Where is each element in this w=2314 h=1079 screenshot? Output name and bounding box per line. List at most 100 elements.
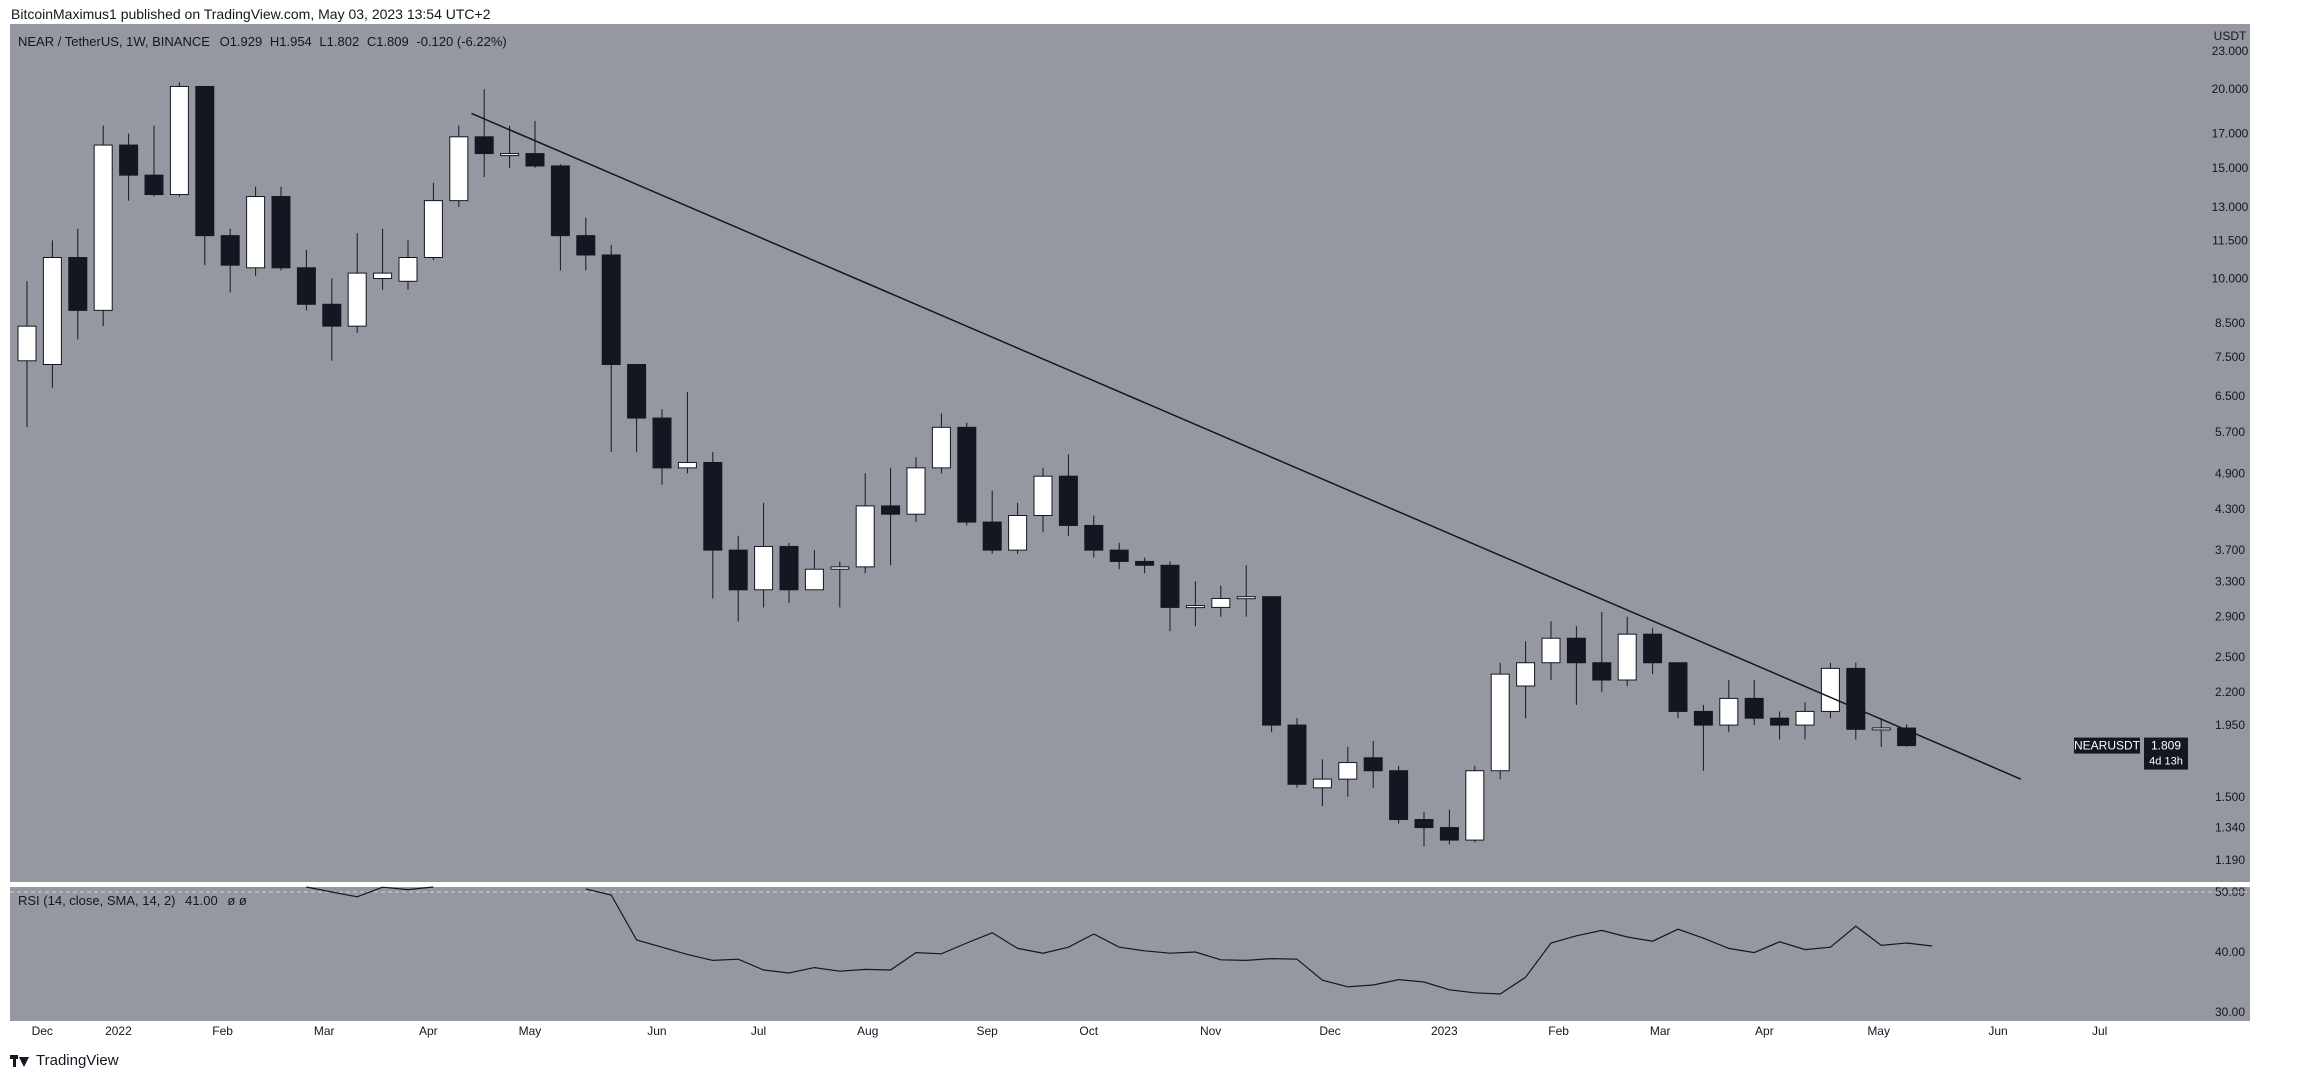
candle-body[interactable] — [1617, 633, 1637, 681]
candle-body[interactable] — [525, 153, 545, 167]
time-tick-label: Jun — [647, 1024, 666, 1038]
candle-body[interactable] — [347, 272, 367, 327]
candle-body[interactable] — [296, 267, 316, 305]
legend-close-label: C — [366, 34, 377, 49]
candle-body[interactable] — [1262, 596, 1282, 726]
candle-body[interactable] — [271, 196, 291, 269]
candle-body[interactable] — [1058, 475, 1078, 526]
candle-body[interactable] — [957, 426, 977, 523]
candle-body[interactable] — [93, 144, 113, 311]
candle-body[interactable] — [1693, 710, 1713, 726]
candle-body[interactable] — [1439, 827, 1459, 841]
candle-body[interactable] — [144, 174, 164, 196]
candle-body[interactable] — [474, 136, 494, 155]
candle-body[interactable] — [1719, 697, 1739, 726]
candle-body[interactable] — [423, 200, 443, 259]
candle-body[interactable] — [931, 426, 951, 469]
candle-body[interactable] — [1084, 524, 1104, 551]
candle-body[interactable] — [42, 257, 62, 365]
price-badge-countdown: 4d 13h — [2149, 756, 2183, 768]
price-tick-label: 17.000 — [2212, 127, 2249, 141]
candle-body[interactable] — [1236, 596, 1256, 600]
candle-body[interactable] — [1795, 710, 1815, 726]
candle-body[interactable] — [1516, 662, 1536, 687]
price-tick-label: 4.900 — [2215, 466, 2245, 480]
candle-body[interactable] — [1592, 662, 1612, 681]
candle-body[interactable] — [728, 549, 748, 591]
candle-body[interactable] — [830, 566, 850, 570]
candle-body[interactable] — [779, 545, 799, 591]
candle-body[interactable] — [1211, 597, 1231, 608]
legend-high: 1.954 — [279, 34, 312, 49]
chart-frame[interactable]: USDT 23.000 20.000 17.000 15.000 13.000 11.500… — [10, 24, 2250, 1041]
candle-body[interactable] — [246, 196, 266, 269]
candle-body[interactable] — [1465, 770, 1485, 841]
descending-trendline[interactable] — [471, 112, 2022, 780]
candle-body[interactable] — [1414, 819, 1434, 829]
candle-body[interactable] — [449, 136, 469, 202]
candle-body[interactable] — [119, 144, 139, 176]
price-tick-label: 11.500 — [2212, 233, 2248, 247]
candle-body[interactable] — [906, 467, 926, 515]
published-by: BitcoinMaximus1 published on TradingView… — [11, 6, 491, 22]
candle-body[interactable] — [195, 85, 215, 237]
candle-body[interactable] — [1363, 757, 1383, 772]
time-tick-label: 2023 — [1431, 1024, 1458, 1038]
rsi-pane[interactable] — [10, 887, 2250, 1021]
candle-body[interactable] — [322, 303, 342, 327]
candle-body[interactable] — [1541, 637, 1561, 664]
candle-body[interactable] — [576, 235, 596, 256]
candle-body[interactable] — [220, 235, 240, 266]
candle-body[interactable] — [982, 521, 1002, 551]
candle-body[interactable] — [169, 85, 189, 196]
candle-body[interactable] — [1566, 637, 1586, 664]
candle-body[interactable] — [1135, 560, 1155, 566]
rsi-tick-label: 30.00 — [2215, 1005, 2245, 1019]
candle-body[interactable] — [677, 461, 697, 469]
candle-body[interactable] — [1744, 697, 1764, 719]
tradingview-logo[interactable]: TradingView — [10, 1052, 119, 1069]
candle-body[interactable] — [1643, 633, 1663, 664]
candle-body[interactable] — [1287, 724, 1307, 785]
time-tick-label: May — [519, 1024, 542, 1038]
candle-body[interactable] — [627, 363, 647, 419]
candle-body[interactable] — [1008, 514, 1028, 551]
price-pane[interactable] — [10, 24, 2250, 882]
candle-body[interactable] — [1668, 662, 1688, 712]
candle-body[interactable] — [1389, 770, 1409, 821]
price-tick-label: 23.000 — [2212, 44, 2249, 58]
candle-body[interactable] — [1490, 673, 1510, 772]
rsi-legend-value: 41.00 — [185, 893, 218, 908]
candle-body[interactable] — [1160, 564, 1180, 608]
candle-body[interactable] — [881, 505, 901, 515]
candle-body[interactable] — [754, 545, 774, 591]
rsi-legend-extra: ø ø — [227, 893, 247, 908]
candle-body[interactable] — [550, 165, 570, 237]
candle-body[interactable] — [500, 153, 520, 157]
candle-body[interactable] — [373, 272, 393, 280]
candle-body[interactable] — [398, 257, 418, 282]
price-tick-label: 2.900 — [2215, 610, 2245, 624]
candle-body[interactable] — [804, 568, 824, 591]
candle-body[interactable] — [68, 257, 88, 311]
price-badge-value: 1.809 — [2151, 739, 2181, 753]
candle-body[interactable] — [1312, 778, 1332, 789]
time-tick-label: Apr — [419, 1024, 438, 1038]
candle-body[interactable] — [703, 461, 723, 551]
rsi-line — [306, 886, 1933, 995]
candle-body[interactable] — [1033, 475, 1053, 516]
candle-body[interactable] — [1820, 667, 1840, 712]
legend-symbol[interactable]: NEAR / TetherUS, 1W, BINANCE — [18, 34, 210, 49]
candle-body[interactable] — [601, 254, 621, 365]
candle-body[interactable] — [1185, 605, 1205, 609]
candle-body[interactable] — [17, 325, 37, 362]
candle-body[interactable] — [652, 417, 672, 469]
candle-body[interactable] — [1109, 549, 1129, 562]
candle-body[interactable] — [1871, 727, 1891, 731]
candle-body[interactable] — [1770, 717, 1790, 726]
candle-body[interactable] — [1846, 667, 1866, 730]
rsi-legend-text[interactable]: RSI (14, close, SMA, 14, 2) — [18, 893, 176, 908]
candle-body[interactable] — [855, 505, 875, 568]
candle-body[interactable] — [1338, 762, 1358, 780]
